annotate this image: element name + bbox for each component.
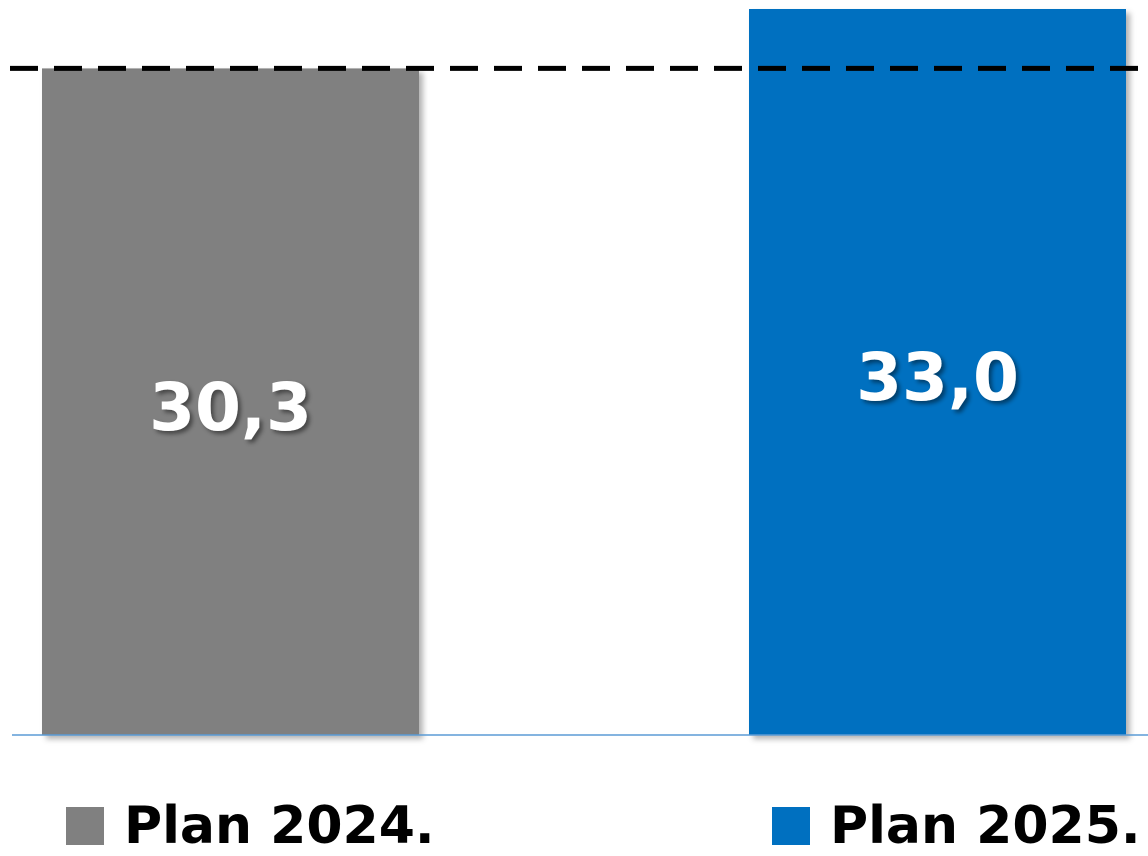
legend-label-plan-2024: Plan 2024. — [124, 796, 435, 856]
legend-swatch-plan-2025 — [772, 807, 810, 845]
legend-swatch-plan-2024 — [66, 807, 104, 845]
bar-chart: 30,3 33,0 — [10, 9, 1148, 736]
legend-entry-plan-2025: Plan 2025. — [772, 800, 1141, 852]
legend-label-plan-2025: Plan 2025. — [830, 796, 1141, 856]
data-label-plan-2024: 30,3 — [149, 369, 312, 446]
legend-entry-plan-2024: Plan 2024. — [66, 800, 435, 852]
bar-plan-2025 — [749, 9, 1126, 735]
data-label-plan-2025: 33,0 — [856, 339, 1019, 416]
bar-plan-2024 — [42, 68, 419, 735]
